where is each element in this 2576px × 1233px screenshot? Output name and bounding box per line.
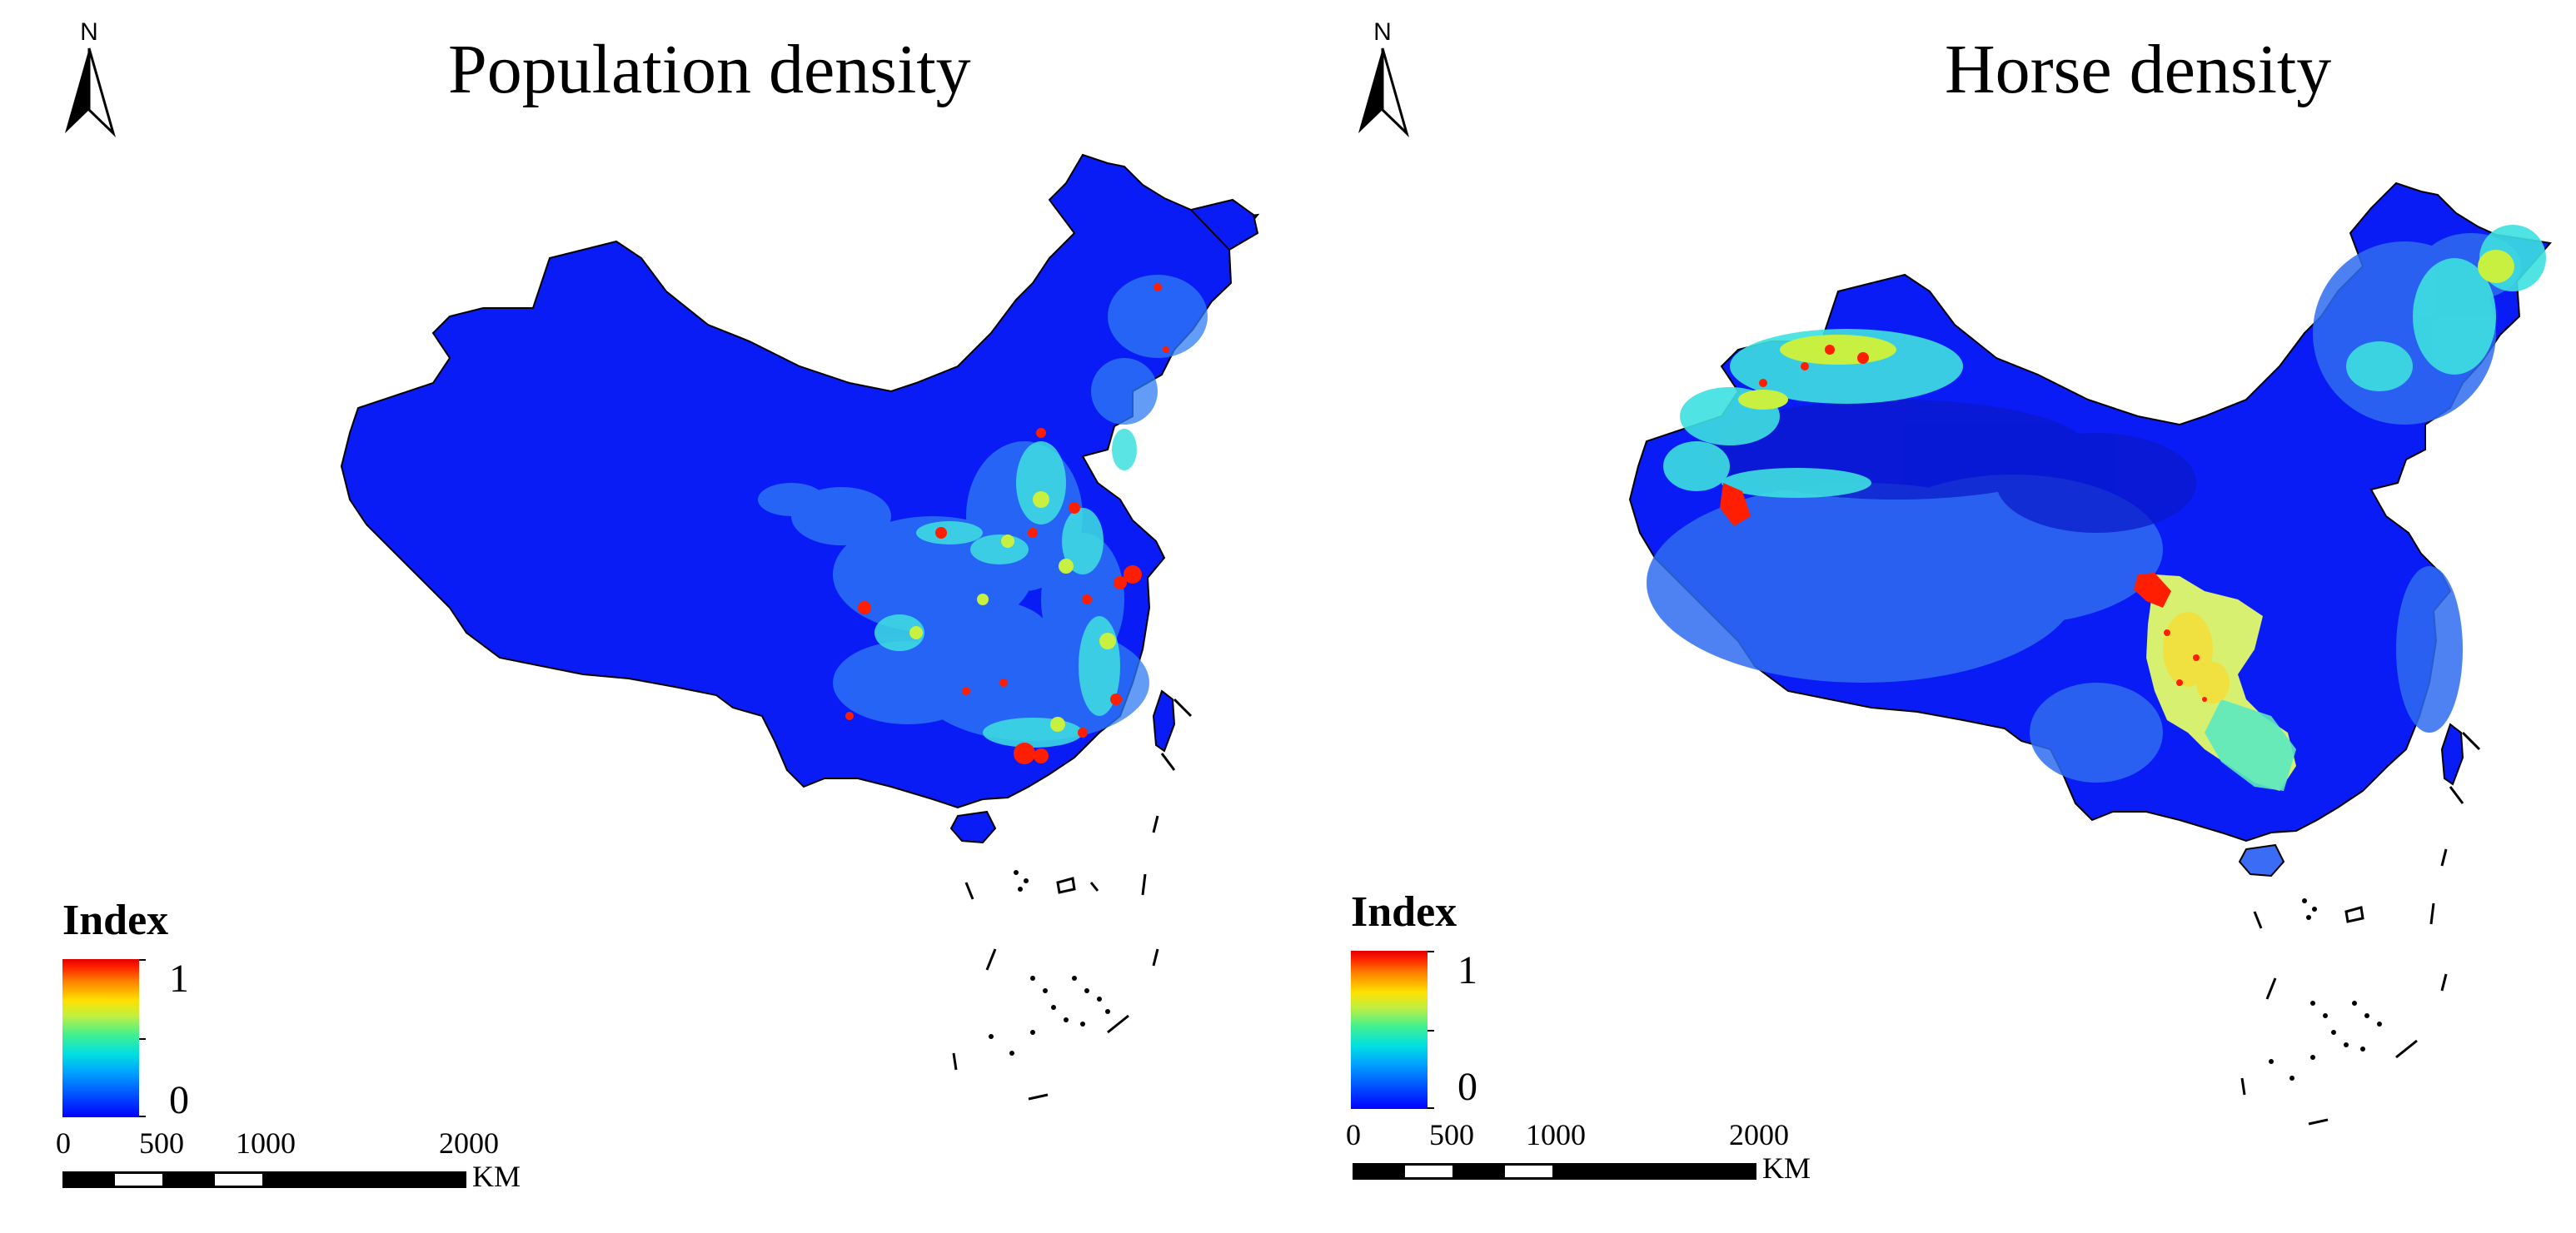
north-label: N bbox=[1373, 18, 1392, 46]
scale-label: 500 bbox=[1429, 1118, 1474, 1151]
north-label: N bbox=[80, 18, 98, 46]
legend-tick bbox=[1428, 1030, 1434, 1032]
horse-density-panel: N Horse density bbox=[1288, 0, 2576, 1233]
legend-tick bbox=[1428, 951, 1434, 952]
hainan-island bbox=[949, 810, 997, 844]
scale-label: 1000 bbox=[236, 1126, 296, 1160]
taiwan-island bbox=[2440, 723, 2464, 786]
hainan-island bbox=[2238, 843, 2285, 878]
legend-min-label: 0 bbox=[1457, 1065, 1477, 1109]
legend-max-label: 1 bbox=[1457, 948, 1477, 992]
legend-min-label: 0 bbox=[169, 1078, 189, 1122]
south-china-sea-islands bbox=[952, 698, 1193, 1101]
north-arrow: N bbox=[60, 17, 118, 142]
scale-unit: KM bbox=[1762, 1151, 1811, 1185]
scale-label: 500 bbox=[139, 1126, 184, 1160]
legend-tick bbox=[139, 1116, 146, 1117]
legend-title: Index bbox=[1351, 888, 1457, 936]
map-title: Population density bbox=[448, 31, 971, 108]
china-map bbox=[1628, 181, 2552, 1126]
scale-unit: KM bbox=[472, 1160, 521, 1193]
map-title: Horse density bbox=[1945, 31, 2332, 108]
scale-label: 0 bbox=[1346, 1118, 1361, 1151]
legend-color-bar bbox=[62, 959, 139, 1117]
legend-tick bbox=[139, 1038, 146, 1040]
legend-max-label: 1 bbox=[169, 957, 189, 1001]
scale-label: 1000 bbox=[1526, 1118, 1586, 1151]
population-density-panel: N Population density bbox=[56, 17, 1260, 1193]
scale-label: 2000 bbox=[1729, 1118, 1789, 1151]
scale-label: 0 bbox=[56, 1126, 71, 1160]
taiwan-island bbox=[1152, 689, 1176, 753]
legend-title: Index bbox=[62, 897, 169, 944]
north-arrow: N bbox=[1353, 17, 1412, 142]
legend-tick bbox=[139, 959, 146, 961]
china-map bbox=[340, 153, 1260, 1101]
south-china-sea-islands bbox=[2240, 731, 2481, 1126]
legend-tick bbox=[1428, 1107, 1434, 1109]
legend-color-bar bbox=[1351, 951, 1428, 1109]
scale-label: 2000 bbox=[439, 1126, 499, 1160]
